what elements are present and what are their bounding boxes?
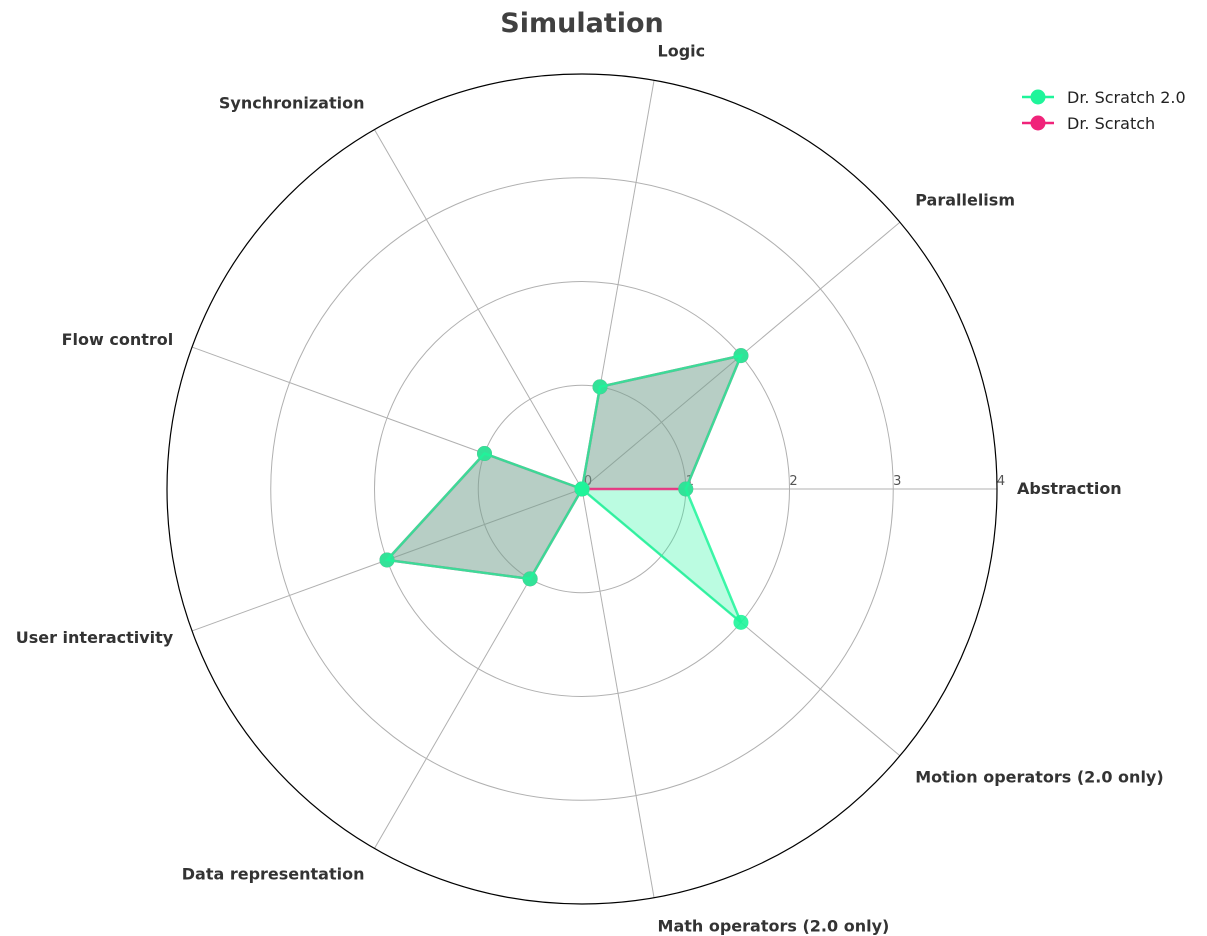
legend-marker [1030,89,1046,105]
series-area-dr-scratch-2-0 [387,355,741,623]
data-point-dr-scratch-2-0 [477,446,493,462]
grid-spoke [581,488,655,898]
chart-title: Simulation [500,8,663,39]
radial-tick-label: 3 [893,474,901,489]
legend-label: Dr. Scratch [1067,114,1155,133]
axis-label-user-interactivity: User interactivity [16,628,174,647]
data-point-dr-scratch-2-0 [733,348,749,364]
axis-label-math-operators-2-0-only: Math operators (2.0 only) [658,916,890,935]
series-area-dr-scratch [387,355,741,579]
legend-marker [1030,115,1046,131]
series-line-dr-scratch-2-0 [384,353,744,624]
grid-spoke [374,129,583,490]
axis-label-motion-operators-2-0-only: Motion operators (2.0 only) [915,768,1163,787]
legend-label: Dr. Scratch 2.0 [1067,88,1186,107]
axis-label-synchronization: Synchronization [219,93,365,112]
data-point-dr-scratch-2-0 [678,481,694,497]
axis-labels: Abstraction Parallelism Logic Synchronizati… [16,42,1164,936]
radial-tick-label: 2 [789,474,797,489]
axis-label-logic: Logic [658,42,706,61]
axis-label-parallelism: Parallelism [915,190,1015,209]
series-layer [379,348,749,630]
data-point-dr-scratch-2-0 [733,614,749,630]
axis-label-data-representation: Data representation [182,865,365,884]
radial-tick-label: 0 [584,474,592,489]
data-point-dr-scratch-2-0 [592,379,608,395]
data-point-dr-scratch-2-0 [574,481,590,497]
data-point-dr-scratch-2-0 [522,571,538,587]
data-point-dr-scratch-2-0 [379,552,395,568]
outer-frame [166,73,998,905]
radial-tick-label: 4 [997,474,1005,489]
axis-label-abstraction: Abstraction [1017,479,1122,498]
legend: Dr. Scratch 2.0 Dr. Scratch [1022,88,1186,133]
axis-label-flow-control: Flow control [62,330,174,349]
